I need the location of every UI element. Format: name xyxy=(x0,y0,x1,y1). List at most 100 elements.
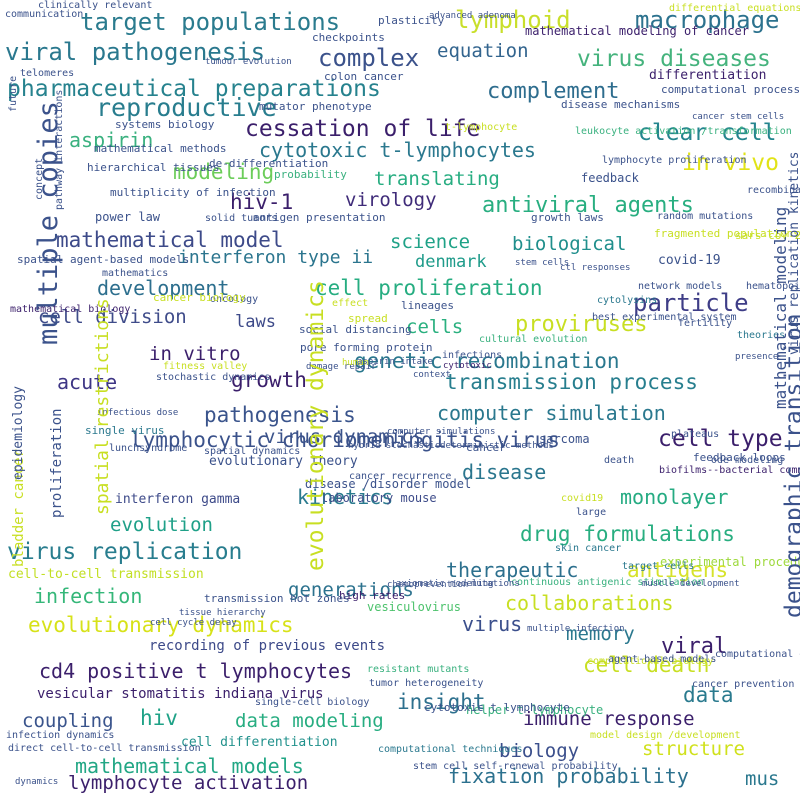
cloud-word: tissue hierarchy xyxy=(179,608,266,618)
cloud-word: data modeling xyxy=(235,710,384,732)
cloud-word: pore forming protein xyxy=(300,341,433,354)
cloud-word: mathematical biology xyxy=(10,304,131,315)
cloud-word: complex xyxy=(318,44,420,72)
cloud-word: insight xyxy=(397,690,486,714)
cloud-word: computational evolution xyxy=(715,649,800,660)
cloud-word: axiomatic modeling xyxy=(396,579,494,589)
cloud-word: cells xyxy=(406,316,464,338)
cloud-word: sarcoma xyxy=(539,432,590,446)
cloud-word: large xyxy=(576,507,607,518)
cloud-word: cultural evolution xyxy=(479,334,588,345)
cloud-word: clinically relevant xyxy=(38,0,153,11)
cloud-word: infection dynamics xyxy=(6,730,115,741)
cloud-word: virus dynamics xyxy=(264,426,425,448)
cloud-word: computer simulations xyxy=(387,427,496,437)
cloud-word: cd4 positive t lymphocytes xyxy=(39,659,353,683)
cloud-word: cancer biology xyxy=(153,291,246,304)
cloud-word: proviruses xyxy=(515,312,648,337)
cloud-word: lymphocyte proliferation xyxy=(602,155,747,166)
cloud-word: hiv-1 xyxy=(230,190,294,214)
cloud-word: mus xyxy=(745,768,780,790)
cloud-word: evolutionary theory xyxy=(209,454,358,469)
cloud-word: antiviral agents xyxy=(482,193,694,218)
cloud-word: pathogenesis xyxy=(204,403,356,427)
cloud-word: hematopoietic disease xyxy=(746,281,800,292)
cloud-word: monolayer xyxy=(620,485,729,509)
cloud-word: systems biology xyxy=(115,118,215,131)
cloud-word: lymphoid xyxy=(455,6,571,34)
cloud-word: stem cell self-renewal probability xyxy=(413,761,618,772)
cloud-word: evolution xyxy=(110,514,213,536)
cloud-word: damage repair xyxy=(306,362,377,372)
cloud-word: infection xyxy=(34,584,143,608)
cloud-word: viral pathogenesis xyxy=(5,38,266,66)
cloud-word: effect xyxy=(332,298,369,309)
cloud-word: vesicular stomatitis indiana virus xyxy=(37,686,324,702)
cloud-word: high rates xyxy=(339,589,406,602)
cloud-word: laboratory mouse xyxy=(321,491,437,505)
cloud-word: differentiation xyxy=(649,68,767,83)
cloud-word: colon cancer xyxy=(324,70,404,83)
cloud-word: computer simulation xyxy=(437,401,666,425)
cloud-word: future xyxy=(8,75,19,112)
cloud-word: biological xyxy=(512,233,627,255)
cloud-word: proliferation xyxy=(49,408,65,518)
cloud-word: transmission hot zones xyxy=(204,592,350,605)
cloud-word: stochastic dynamics xyxy=(156,372,271,383)
cloud-word: spread xyxy=(348,312,388,325)
cloud-word: denmark xyxy=(415,252,487,272)
cloud-word: context xyxy=(413,370,451,380)
cloud-word: virus replication xyxy=(7,539,243,565)
cloud-word: leukocyte activation /transformation xyxy=(575,126,792,137)
cloud-word: biofilms--bacterial communities xyxy=(659,465,800,476)
cloud-word: complement xyxy=(487,79,620,104)
cloud-word: ode modeling xyxy=(711,455,784,466)
cloud-word: theories xyxy=(737,330,786,341)
cloud-word: growth laws xyxy=(531,211,604,224)
cloud-word: equation xyxy=(437,40,529,62)
cloud-word: development xyxy=(97,276,230,300)
cloud-word: cancer recurrence xyxy=(349,471,452,482)
cloud-word: cytotoxic t lymphocyte xyxy=(424,701,570,714)
cloud-word: drug formulations xyxy=(520,522,735,546)
cloud-word: aspirin xyxy=(69,128,154,152)
cloud-word: oncology xyxy=(210,294,259,305)
cloud-word: target cells xyxy=(622,561,695,572)
cloud-word: network models xyxy=(638,281,723,292)
cloud-word: in vivo xyxy=(682,150,779,176)
cloud-word: particle xyxy=(633,289,749,317)
cloud-word: presence xyxy=(735,352,779,362)
cloud-word: cell type xyxy=(658,426,783,452)
cloud-word: growth xyxy=(231,368,307,392)
cloud-word: best experimental system xyxy=(592,312,737,323)
cloud-word: lineages xyxy=(401,299,454,312)
cloud-word: tumor heterogeneity xyxy=(369,678,484,689)
cloud-word: tumour evolution xyxy=(205,57,292,67)
cloud-word: pharmaceutical preparations xyxy=(7,76,381,102)
cloud-word: agent-based models xyxy=(608,654,717,665)
cloud-word: cell proliferation xyxy=(315,276,543,300)
cloud-word: coupling xyxy=(22,710,114,732)
cloud-word: multiplicity of infection xyxy=(110,186,276,199)
cloud-word: dynamics xyxy=(15,777,59,787)
cloud-word: in vitro xyxy=(149,343,241,365)
cloud-word: cytotoxic xyxy=(443,361,492,371)
cloud-word: death xyxy=(604,455,635,466)
cloud-word: cell death xyxy=(583,653,710,677)
cloud-word: multiple copies xyxy=(33,101,64,345)
cloud-word: cell division xyxy=(38,306,187,328)
cloud-word: immune response xyxy=(523,708,695,730)
cloud-word: communication xyxy=(5,9,84,20)
cloud-word: genetic recombination xyxy=(354,349,620,373)
cloud-word: checkpoints xyxy=(312,31,385,44)
cloud-word: single virus xyxy=(85,424,165,437)
cloud-word: laws xyxy=(235,312,276,332)
cloud-word: science xyxy=(390,231,471,253)
cloud-word: skin cancer xyxy=(555,543,622,554)
cloud-word: cytotoxic t-lymphocytes xyxy=(259,138,536,162)
cloud-word: reproductive xyxy=(96,93,277,122)
cloud-word: cancer prevention xyxy=(692,679,795,690)
cloud-word: generations xyxy=(288,579,414,601)
cloud-word: probability xyxy=(274,168,347,181)
